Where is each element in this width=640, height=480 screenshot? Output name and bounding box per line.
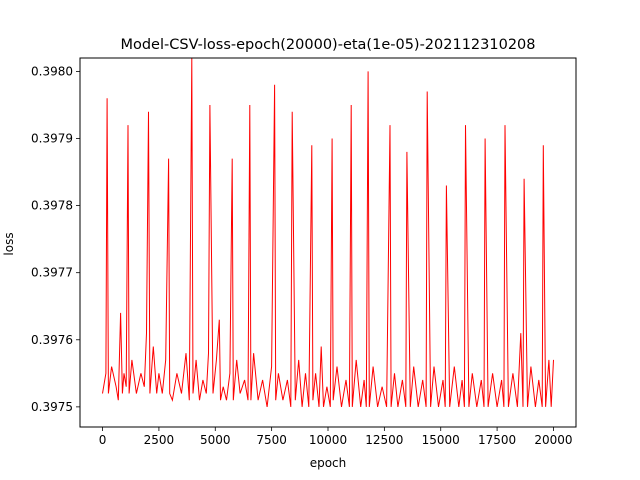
series-line-0 — [102, 57, 554, 408]
x-tick-label: 17500 — [478, 433, 516, 447]
y-tick-label: 0.3980 — [31, 64, 73, 78]
axes-frame — [79, 57, 577, 428]
x-tick-label: 7500 — [256, 433, 287, 447]
x-tick-label: 2500 — [144, 433, 175, 447]
x-tick-label: 5000 — [200, 433, 231, 447]
x-axis: 0 2500 5000 7500 10000 12500 15000 17500 20000 — [99, 427, 573, 447]
x-axis-label: epoch — [310, 456, 347, 470]
y-tick-label: 0.3979 — [31, 132, 73, 146]
y-axis: 0.3975 0.3976 0.3977 0.3978 0.3979 0.3980 — [31, 64, 80, 414]
x-tick-label: 0 — [99, 433, 107, 447]
y-tick-label: 0.3976 — [31, 333, 73, 347]
y-tick-label: 0.3978 — [31, 199, 73, 213]
plot-area — [102, 57, 554, 408]
x-tick-label: 20000 — [534, 433, 572, 447]
y-tick-label: 0.3977 — [31, 266, 73, 280]
x-tick-label: 10000 — [309, 433, 347, 447]
y-tick-label: 0.3975 — [31, 400, 73, 414]
y-axis-label: loss — [2, 232, 16, 255]
x-tick-label: 12500 — [365, 433, 403, 447]
x-tick-label: 15000 — [422, 433, 460, 447]
chart-title: Model-CSV-loss-epoch(20000)-eta(1e-05)-2… — [120, 37, 535, 53]
